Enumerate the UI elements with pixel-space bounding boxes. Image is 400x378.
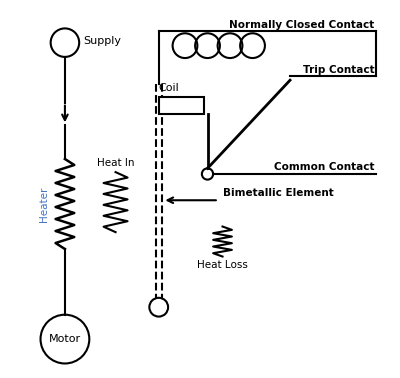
Text: Heater: Heater [39,186,49,222]
Text: Coil: Coil [159,83,180,93]
Text: Common Contact: Common Contact [274,162,374,172]
Text: Motor: Motor [49,334,81,344]
Text: Bimetallic Element: Bimetallic Element [222,188,333,198]
Text: Trip Contact: Trip Contact [303,65,374,74]
Text: Normally Closed Contact: Normally Closed Contact [229,20,374,29]
Bar [159,97,204,114]
Text: Heat Loss: Heat Loss [197,260,248,270]
Text: Heat In: Heat In [97,158,134,168]
Text: Supply: Supply [83,36,121,46]
